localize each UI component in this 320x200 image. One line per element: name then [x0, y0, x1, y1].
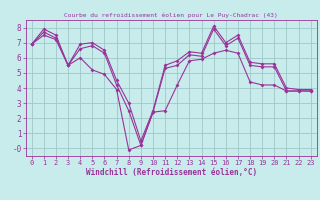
X-axis label: Windchill (Refroidissement éolien,°C): Windchill (Refroidissement éolien,°C)	[86, 168, 257, 177]
Title: Courbe du refroidissement éolien pour Le Puy-Chadrac (43): Courbe du refroidissement éolien pour Le…	[64, 13, 278, 18]
